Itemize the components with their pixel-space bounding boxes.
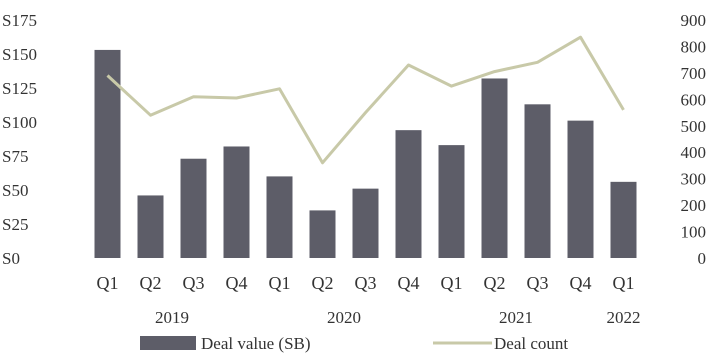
right-tick-label: 200 xyxy=(681,196,707,215)
deal-value-bars xyxy=(94,49,637,258)
left-tick-label: S125 xyxy=(2,79,37,98)
deal-count-series-line xyxy=(106,35,625,165)
deal-value-bar xyxy=(223,146,250,258)
right-tick-label: 400 xyxy=(681,143,707,162)
right-tick-label: 300 xyxy=(681,170,707,189)
category-label: Q1 xyxy=(97,273,119,293)
right-axis-ticks: 0 100 200 300 400 500 600 700 800 900 xyxy=(681,11,707,268)
deal-value-bar xyxy=(395,130,422,258)
deal-value-bar xyxy=(610,181,637,258)
category-labels: Q1 Q2 Q3 Q4 Q1 Q2 Q3 Q4 Q1 Q2 Q3 Q4 Q1 xyxy=(97,273,635,293)
year-label: 2020 xyxy=(327,308,361,327)
legend-deal-count-label: Deal count xyxy=(494,334,568,353)
right-tick-label: 0 xyxy=(698,249,707,268)
deal-value-bar xyxy=(309,210,336,258)
category-label: Q3 xyxy=(527,273,549,293)
right-tick-label: 800 xyxy=(681,37,707,56)
deal-value-bar xyxy=(266,176,293,258)
category-label: Q2 xyxy=(312,273,334,293)
deal-value-bar xyxy=(481,78,508,258)
left-tick-label: S0 xyxy=(2,249,20,268)
deal-value-bar xyxy=(524,104,551,258)
deal-value-bar xyxy=(180,158,207,258)
category-label: Q4 xyxy=(226,273,248,293)
deal-value-bar xyxy=(352,188,379,258)
deal-value-bar xyxy=(438,145,465,258)
category-label: Q1 xyxy=(269,273,291,293)
left-tick-label: S75 xyxy=(2,147,28,166)
right-tick-label: 500 xyxy=(681,117,707,136)
year-label: 2022 xyxy=(607,308,641,327)
left-tick-label: S25 xyxy=(2,215,28,234)
legend-deal-value-label: Deal value (SB) xyxy=(201,334,311,353)
category-label: Q3 xyxy=(183,273,205,293)
category-label: Q3 xyxy=(355,273,377,293)
category-label: Q2 xyxy=(140,273,162,293)
year-label: 2019 xyxy=(155,308,189,327)
category-label: Q4 xyxy=(398,273,420,293)
left-tick-label: S100 xyxy=(2,113,37,132)
right-tick-label: 900 xyxy=(681,11,707,30)
deal-value-bar xyxy=(567,120,594,258)
deal-value-bar xyxy=(137,195,164,258)
left-tick-label: S150 xyxy=(2,45,37,64)
legend: Deal value (SB) Deal count xyxy=(140,334,568,353)
category-label: Q1 xyxy=(441,273,463,293)
right-tick-label: 700 xyxy=(681,64,707,83)
year-labels: 2019 2020 2021 2022 xyxy=(155,308,641,327)
category-label: Q2 xyxy=(484,273,506,293)
left-tick-label: S50 xyxy=(2,181,28,200)
legend-deal-value-swatch xyxy=(140,336,196,350)
category-label: Q4 xyxy=(570,273,592,293)
right-tick-label: 100 xyxy=(681,223,707,242)
category-label: Q1 xyxy=(613,273,635,293)
right-tick-label: 600 xyxy=(681,90,707,109)
year-label: 2021 xyxy=(499,308,533,327)
deal-value-bar xyxy=(94,49,121,258)
deal-count-line xyxy=(106,35,625,165)
left-tick-label: S175 xyxy=(2,11,37,30)
left-axis-ticks: S0 S25 S50 S75 S100 S125 S150 S175 xyxy=(2,11,37,268)
